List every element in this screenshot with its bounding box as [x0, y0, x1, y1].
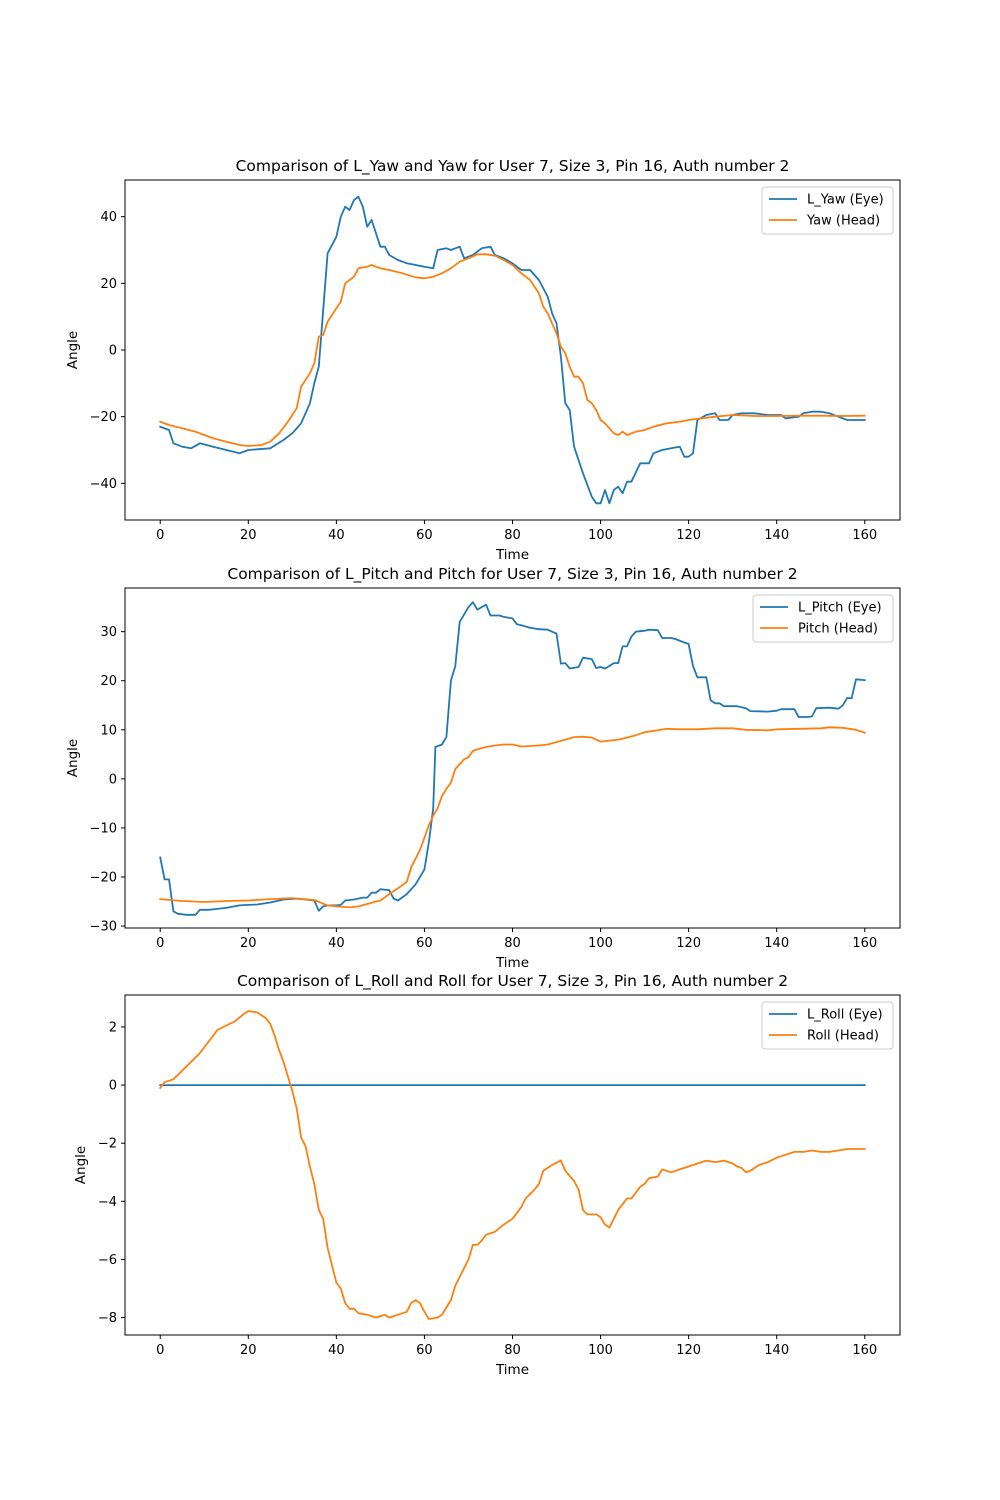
y-tick-label: 0: [109, 1079, 117, 1094]
x-tick-label: 80: [504, 936, 521, 951]
y-tick-label: −20: [90, 870, 117, 885]
x-axis-label: Time: [495, 955, 529, 971]
chart-title: Comparison of L_Yaw and Yaw for User 7, …: [236, 157, 790, 176]
chart-panel: Comparison of L_Yaw and Yaw for User 7, …: [65, 157, 901, 563]
series-line-1: [159, 253, 866, 447]
chart-title: Comparison of L_Roll and Roll for User 7…: [237, 972, 788, 991]
legend-label: Yaw (Head): [806, 214, 880, 229]
x-tick-label: 140: [764, 936, 789, 951]
y-tick-label: −40: [90, 477, 117, 492]
x-tick-label: 0: [156, 528, 164, 543]
x-tick-label: 120: [676, 528, 701, 543]
x-tick-label: 120: [676, 1343, 701, 1358]
y-axis-label: Angle: [65, 331, 81, 369]
y-tick-label: −20: [90, 410, 117, 425]
x-tick-label: 100: [588, 528, 613, 543]
series-line-0: [159, 195, 866, 505]
chart-title: Comparison of L_Pitch and Pitch for User…: [227, 565, 797, 584]
x-tick-label: 40: [328, 528, 345, 543]
y-tick-label: 0: [109, 344, 117, 359]
y-tick-label: −10: [90, 821, 117, 836]
legend-label: Pitch (Head): [798, 622, 878, 637]
x-tick-label: 20: [240, 936, 257, 951]
x-tick-label: 80: [504, 1343, 521, 1358]
y-axis-label: Angle: [65, 739, 81, 777]
x-tick-label: 60: [416, 1343, 433, 1358]
x-tick-label: 20: [240, 528, 257, 543]
x-tick-label: 160: [852, 936, 877, 951]
chart-panel: Comparison of L_Roll and Roll for User 7…: [73, 972, 901, 1378]
x-tick-label: 100: [588, 936, 613, 951]
x-tick-label: 120: [676, 936, 701, 951]
x-tick-label: 40: [328, 936, 345, 951]
y-tick-label: 20: [100, 674, 117, 689]
series-line-0: [159, 601, 866, 916]
y-tick-label: −6: [98, 1253, 117, 1268]
series-line-1: [158, 1010, 866, 1320]
x-tick-label: 160: [852, 528, 877, 543]
y-tick-label: −4: [98, 1195, 117, 1210]
y-tick-label: 40: [100, 210, 117, 225]
x-tick-label: 60: [416, 528, 433, 543]
legend: L_Roll (Eye) Roll (Head): [761, 1001, 894, 1050]
y-tick-label: 30: [100, 625, 117, 640]
x-axis-label: Time: [495, 1362, 529, 1378]
legend: L_Yaw (Eye) Yaw (Head): [761, 186, 894, 235]
y-axis-label: Angle: [73, 1146, 89, 1184]
legend-label: L_Roll (Eye): [807, 1008, 883, 1023]
y-tick-label: 20: [100, 277, 117, 292]
x-tick-label: 0: [156, 936, 164, 951]
legend: L_Pitch (Eye) Pitch (Head): [752, 594, 894, 643]
y-tick-label: 10: [100, 723, 117, 738]
series-line-1: [159, 726, 866, 909]
x-tick-label: 60: [416, 936, 433, 951]
x-tick-label: 160: [852, 1343, 877, 1358]
legend-label: L_Yaw (Eye): [807, 193, 884, 208]
x-tick-label: 20: [240, 1343, 257, 1358]
y-tick-label: −2: [98, 1137, 117, 1152]
x-axis-label: Time: [495, 547, 529, 563]
chart-panel: Comparison of L_Pitch and Pitch for User…: [65, 565, 901, 971]
x-tick-label: 40: [328, 1343, 345, 1358]
y-tick-label: 2: [109, 1020, 117, 1035]
x-tick-label: 100: [588, 1343, 613, 1358]
y-tick-label: −30: [90, 920, 117, 935]
x-tick-label: 140: [764, 528, 789, 543]
legend-label: Roll (Head): [807, 1029, 879, 1044]
y-tick-label: 0: [109, 772, 117, 787]
legend-label: L_Pitch (Eye): [798, 601, 882, 616]
x-tick-label: 0: [156, 1343, 164, 1358]
y-tick-label: −8: [98, 1311, 117, 1326]
x-tick-label: 80: [504, 528, 521, 543]
x-tick-label: 140: [764, 1343, 789, 1358]
